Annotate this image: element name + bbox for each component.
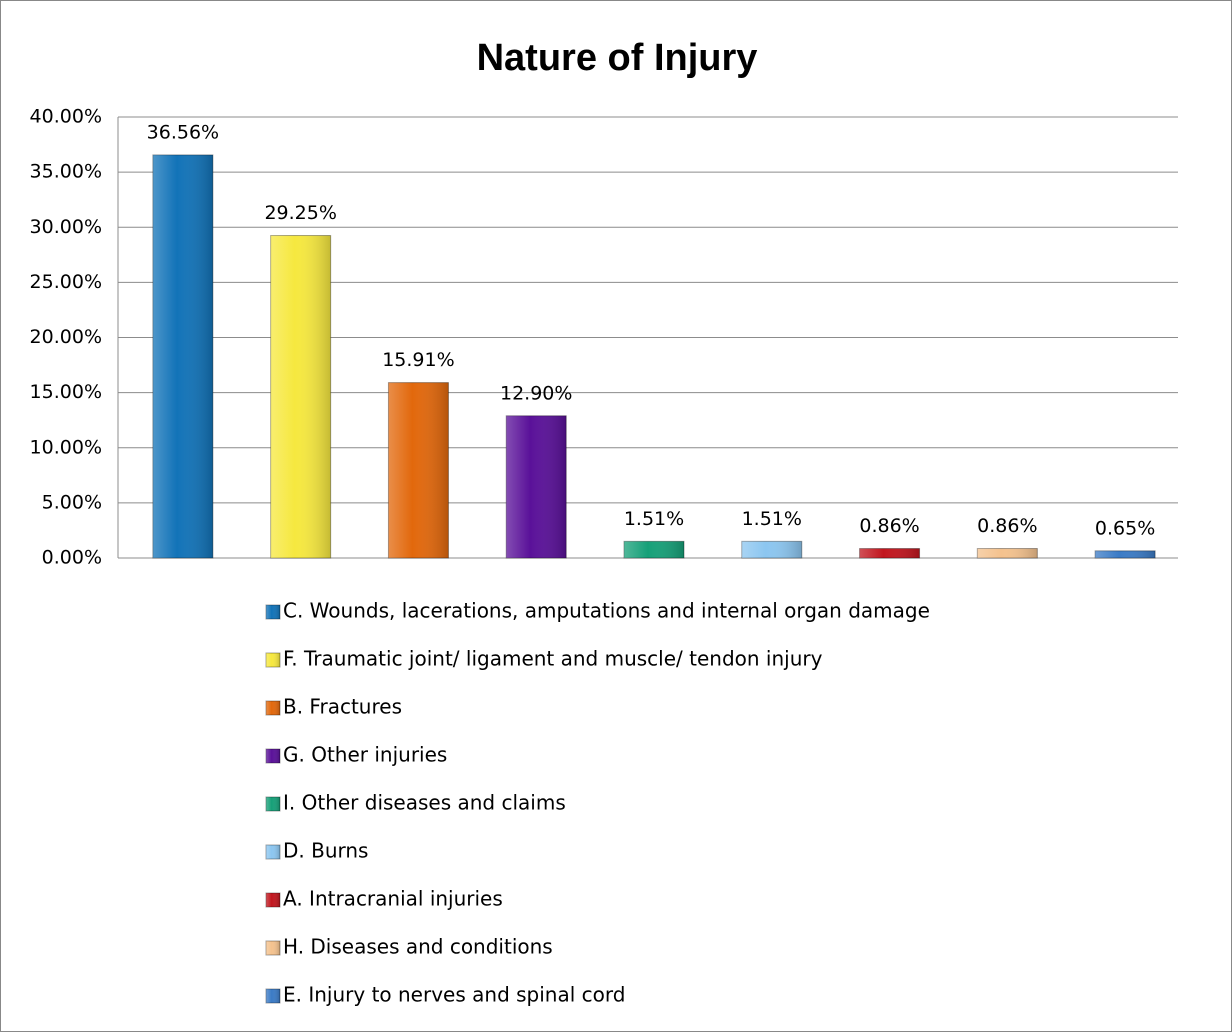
value-label: 29.25% (264, 202, 336, 224)
chart-title: Nature of Injury (477, 37, 758, 79)
bar-shine (506, 415, 567, 558)
bar-shine (741, 541, 802, 558)
bar-shine (388, 382, 449, 558)
y-tick-label: 20.00% (30, 326, 102, 348)
legend-label: F. Traumatic joint/ ligament and muscle/… (283, 647, 823, 671)
bar-shine (624, 541, 684, 558)
y-tick-label: 30.00% (30, 216, 102, 238)
legend-label: H. Diseases and conditions (283, 935, 553, 959)
legend-swatch-shine (266, 941, 280, 955)
legend-label: G. Other injuries (283, 743, 447, 767)
value-label: 0.65% (1095, 517, 1155, 539)
legend-swatch-shine (266, 989, 280, 1003)
bar-shine (152, 154, 213, 558)
legend-swatch-shine (266, 653, 280, 667)
legend-swatch-shine (266, 701, 280, 715)
value-label: 36.56% (147, 121, 219, 143)
value-label: 0.86% (977, 515, 1037, 537)
value-label: 0.86% (859, 515, 919, 537)
y-tick-label: 10.00% (30, 436, 102, 458)
value-label: 12.90% (500, 382, 572, 404)
bar-shine (1095, 550, 1156, 558)
value-label: 1.51% (742, 508, 802, 530)
value-label: 15.91% (382, 349, 454, 371)
y-tick-label: 0.00% (42, 547, 102, 569)
legend-label: C. Wounds, lacerations, amputations and … (283, 599, 930, 623)
legend-swatch-shine (266, 605, 280, 619)
legend-swatch-shine (266, 749, 280, 763)
legend-label: B. Fractures (283, 695, 402, 719)
legend-label: A. Intracranial injuries (283, 887, 503, 911)
bar-shine (859, 548, 920, 558)
bar-shine (270, 235, 331, 559)
legend-swatch-shine (266, 893, 280, 907)
legend-swatch-shine (266, 797, 280, 811)
y-tick-label: 15.00% (30, 381, 102, 403)
legend-label: E. Injury to nerves and spinal cord (283, 983, 625, 1007)
legend-label: D. Burns (283, 839, 368, 863)
y-tick-label: 5.00% (42, 491, 102, 513)
value-label: 1.51% (624, 508, 684, 530)
legend-label: I. Other diseases and claims (283, 791, 566, 815)
y-tick-label: 35.00% (30, 161, 102, 183)
y-tick-label: 40.00% (30, 106, 102, 128)
bar-shine (977, 548, 1038, 558)
legend-swatch-shine (266, 845, 280, 859)
y-tick-label: 25.00% (30, 271, 102, 293)
